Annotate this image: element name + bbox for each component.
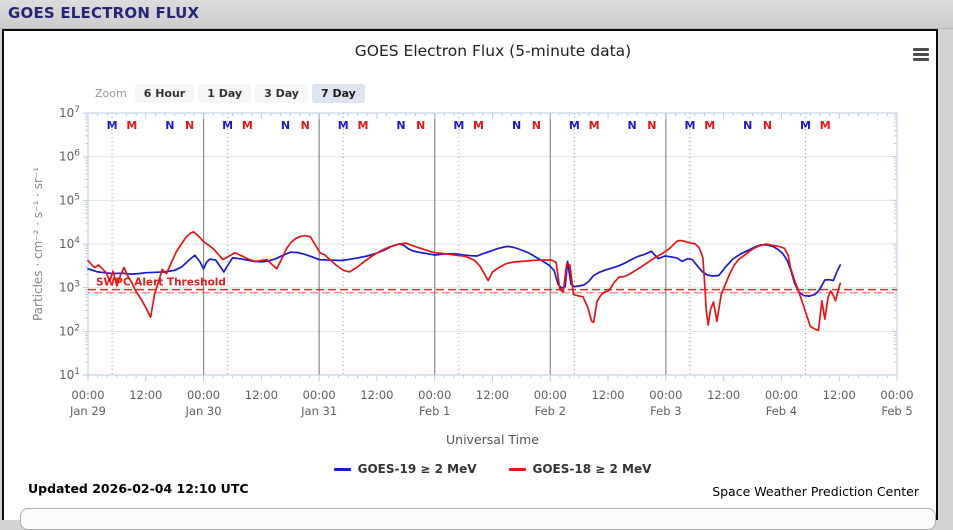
satellite-midnight-marker: M <box>684 119 695 132</box>
satellite-midnight-marker: M <box>222 119 233 132</box>
satellite-midnight-marker: M <box>357 119 368 132</box>
x-tick-label: 12:00 <box>591 388 624 402</box>
satellite-noon-marker: N <box>532 119 541 132</box>
x-date-label: Feb 2 <box>535 404 566 418</box>
satellite-noon-marker: N <box>743 119 752 132</box>
x-tick-label: 12:00 <box>245 388 278 402</box>
x-date-label: Jan 29 <box>69 404 106 418</box>
chart-title: GOES Electron Flux (5-minute data) <box>354 42 632 60</box>
y-tick-label: 106 <box>59 149 80 164</box>
x-tick-label: 00:00 <box>418 388 451 402</box>
satellite-midnight-marker: M <box>242 119 253 132</box>
legend-label-goes18: GOES-18 ≥ 2 MeV <box>532 462 652 476</box>
x-tick-label: 00:00 <box>534 388 567 402</box>
satellite-midnight-marker: M <box>569 119 580 132</box>
x-tick-label: 12:00 <box>476 388 509 402</box>
x-tick-label: 00:00 <box>880 388 913 402</box>
menu-bar <box>913 53 929 56</box>
menu-bar <box>913 48 929 51</box>
satellite-midnight-marker: M <box>800 119 811 132</box>
legend-item-goes19[interactable]: GOES-19 ≥ 2 MeV <box>333 462 477 476</box>
x-tick-label: 00:00 <box>649 388 682 402</box>
satellite-noon-marker: N <box>185 119 194 132</box>
x-tick-label: 12:00 <box>360 388 393 402</box>
zoom-button-7-day[interactable]: 7 Day <box>311 83 365 103</box>
x-date-label: Feb 4 <box>766 404 797 418</box>
menu-bar <box>913 58 929 61</box>
x-date-label: Feb 3 <box>650 404 681 418</box>
series-line-goes18 <box>87 230 842 332</box>
x-date-label: Feb 5 <box>881 404 912 418</box>
hamburger-menu-icon[interactable] <box>911 46 933 64</box>
satellite-midnight-marker: M <box>126 119 137 132</box>
plot-frame <box>87 112 898 376</box>
series-line-goes19 <box>87 243 842 297</box>
x-tick-label: 00:00 <box>71 388 104 402</box>
y-tick-label: 105 <box>59 192 80 207</box>
goes19-line-swatch <box>333 467 351 471</box>
legend-label-goes19: GOES-19 ≥ 2 MeV <box>357 462 477 476</box>
attribution: Space Weather Prediction Center <box>712 484 919 499</box>
satellite-noon-marker: N <box>647 119 656 132</box>
x-date-label: Feb 1 <box>419 404 450 418</box>
y-tick-label: 102 <box>59 323 80 338</box>
legend: GOES-19 ≥ 2 MeV GOES-18 ≥ 2 MeV <box>88 462 897 476</box>
x-axis-title: Universal Time <box>446 432 539 447</box>
satellite-midnight-marker: M <box>107 119 118 132</box>
x-date-label: Jan 31 <box>300 404 337 418</box>
y-tick-label: 107 <box>59 105 80 120</box>
x-tick-label: 00:00 <box>303 388 336 402</box>
zoom-button-6-hour[interactable]: 6 Hour <box>134 83 195 103</box>
satellite-noon-marker: N <box>281 119 290 132</box>
zoom-button-3-day[interactable]: 3 Day <box>255 83 308 103</box>
legend-item-goes18[interactable]: GOES-18 ≥ 2 MeV <box>508 462 652 476</box>
x-tick-label: 12:00 <box>129 388 162 402</box>
updated-timestamp: Updated 2026-02-04 12:10 UTC <box>28 481 249 496</box>
satellite-noon-marker: N <box>396 119 405 132</box>
x-tick-label: 00:00 <box>187 388 220 402</box>
x-date-label: Jan 30 <box>185 404 222 418</box>
satellite-noon-marker: N <box>763 119 772 132</box>
x-tick-label: 00:00 <box>765 388 798 402</box>
y-tick-label: 101 <box>59 367 80 382</box>
goes18-line-swatch <box>508 467 526 471</box>
satellite-noon-marker: N <box>512 119 521 132</box>
y-tick-label: 104 <box>59 236 80 251</box>
satellite-noon-marker: N <box>301 119 310 132</box>
satellite-midnight-marker: M <box>704 119 715 132</box>
satellite-midnight-marker: M <box>473 119 484 132</box>
alert-threshold-label: SWPC Alert Threshold <box>96 277 226 289</box>
zoom-button-1-day[interactable]: 1 Day <box>198 83 252 103</box>
chart-panel <box>2 29 938 520</box>
x-tick-label: 12:00 <box>707 388 740 402</box>
x-tick-label: 12:00 <box>823 388 856 402</box>
satellite-midnight-marker: M <box>453 119 464 132</box>
zoom-label: Zoom <box>95 86 127 100</box>
page-header: GOES ELECTRON FLUX <box>0 0 953 29</box>
satellite-midnight-marker: M <box>820 119 831 132</box>
y-tick-label: 103 <box>59 280 80 295</box>
satellite-midnight-marker: M <box>589 119 600 132</box>
satellite-midnight-marker: M <box>338 119 349 132</box>
satellite-noon-marker: N <box>416 119 425 132</box>
page-title: GOES ELECTRON FLUX <box>8 4 200 22</box>
zoom-control: Zoom 6 Hour 1 Day 3 Day 7 Day <box>95 83 365 103</box>
satellite-noon-marker: N <box>628 119 637 132</box>
satellite-noon-marker: N <box>165 119 174 132</box>
next-widget-stub <box>20 508 936 530</box>
